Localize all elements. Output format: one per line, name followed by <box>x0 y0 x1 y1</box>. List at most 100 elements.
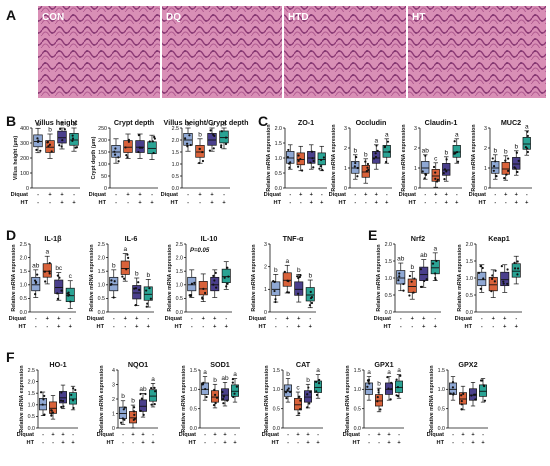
data-point <box>283 270 286 273</box>
data-point <box>354 161 357 165</box>
significance-letter: b <box>364 151 368 158</box>
y-tick-label: 0 <box>112 426 115 432</box>
diquat-row-label: Diquat <box>264 192 282 198</box>
data-point <box>235 385 238 388</box>
y-tick-label: 50 <box>101 174 107 180</box>
data-point <box>297 159 300 162</box>
y-tick-label: 0.5 <box>172 174 179 180</box>
y-tick-label: 0.5 <box>98 296 105 302</box>
data-point <box>513 261 516 264</box>
ht-row-label: HT <box>259 324 267 330</box>
y-tick-label: 1.5 <box>98 269 105 275</box>
significance-letter: c <box>69 273 73 280</box>
y-tick-label: 2.5 <box>172 126 179 132</box>
ht-sign: + <box>71 440 75 446</box>
data-point <box>110 279 113 282</box>
data-point <box>445 170 448 173</box>
data-point <box>113 280 116 283</box>
ht-sign: - <box>132 440 134 446</box>
significance-letter: a <box>203 369 207 376</box>
data-point <box>435 180 439 183</box>
diquat-sign: - <box>482 432 484 438</box>
diquat-sign: + <box>515 192 519 198</box>
y-axis-label: Relative mRNA expression <box>251 244 257 311</box>
y-tick-label: 0.0 <box>20 310 27 316</box>
data-point <box>399 374 402 377</box>
ht-sign: - <box>187 200 189 206</box>
chart-title: NQO1 <box>128 360 148 369</box>
data-point <box>138 146 141 149</box>
box-ht <box>430 259 440 275</box>
box-htd <box>132 285 142 300</box>
data-point <box>148 140 151 143</box>
box-con <box>111 145 121 158</box>
significance-letter: a <box>186 121 190 128</box>
data-point <box>299 274 302 277</box>
diquat-sign: - <box>386 192 388 198</box>
diquat-sign: + <box>286 316 290 322</box>
diquat-sign: + <box>57 316 61 322</box>
diquat-row-label: Diquat <box>329 192 347 198</box>
data-point <box>443 178 446 181</box>
data-point <box>50 409 53 412</box>
ht-sign: + <box>213 324 217 330</box>
y-axis-label: Relative mRNA expression <box>99 365 105 432</box>
y-tick-label: 100 <box>98 162 107 168</box>
y-tick-label: 250 <box>98 126 107 132</box>
box-dq <box>407 278 417 293</box>
data-point <box>220 144 223 147</box>
data-point <box>456 160 460 163</box>
diquat-sign: + <box>364 192 368 198</box>
y-tick-label: 1.5 <box>172 150 179 156</box>
data-point <box>451 386 455 389</box>
data-point <box>470 394 473 397</box>
diquat-sign: - <box>113 316 115 322</box>
ht-sign: + <box>525 200 529 206</box>
ht-sign: + <box>397 440 401 446</box>
ht-row-label: HT <box>272 440 280 446</box>
data-point <box>121 417 125 420</box>
data-point <box>68 293 71 297</box>
y-tick-label: 2.0 <box>172 138 179 144</box>
y-tick-label: 2.0 <box>28 379 35 385</box>
ht-sign: + <box>151 440 155 446</box>
ht-row-label: HT <box>27 440 35 446</box>
diquat-sign: + <box>141 432 145 438</box>
data-point <box>301 169 304 172</box>
data-point <box>120 421 123 424</box>
data-point <box>309 297 313 300</box>
diquat-sign: - <box>494 192 496 198</box>
data-point <box>123 277 126 280</box>
y-tick-label: 0.5 <box>176 296 183 302</box>
ht-row-label: HT <box>437 440 445 446</box>
ht-sign: - <box>46 324 48 330</box>
data-point <box>202 287 205 290</box>
significance-letter: b <box>297 267 301 274</box>
y-tick-label: 1.0 <box>275 156 282 162</box>
data-point <box>48 143 52 146</box>
data-point <box>319 165 322 168</box>
diquat-sign: - <box>287 432 289 438</box>
diquat-sign: - <box>321 192 323 198</box>
diquat-sign: - <box>515 316 517 322</box>
data-point <box>132 410 136 413</box>
data-point <box>43 394 46 398</box>
y-tick-label: 2 <box>484 146 487 152</box>
ht-sign: - <box>505 200 507 206</box>
data-point <box>322 156 325 159</box>
data-point <box>479 265 482 268</box>
data-point <box>297 276 300 280</box>
box-con <box>396 270 406 285</box>
ht-sign: - <box>191 324 193 330</box>
box-ht <box>314 380 322 393</box>
data-point <box>445 158 448 161</box>
data-point <box>186 145 189 148</box>
data-point <box>309 161 312 164</box>
panel-letter-e: E <box>368 227 377 243</box>
data-point <box>492 165 496 168</box>
chart-vc: Villus height/Crypt depth 0.0 0.5 1.0 1.5 2.0… <box>161 118 249 206</box>
y-tick-label: 2 <box>344 146 347 152</box>
